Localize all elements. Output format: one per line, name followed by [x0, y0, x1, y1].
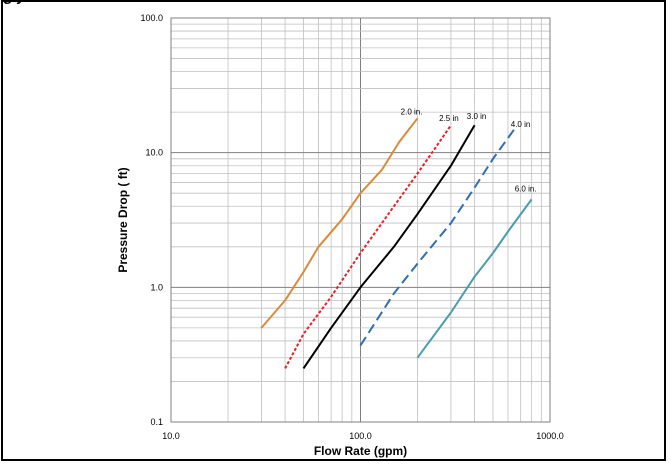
series-labels: 2.0 in. 2.5 in 3.0 in 4.0 in 6.0 in. [401, 107, 537, 193]
series-label: 4.0 in [511, 120, 531, 129]
y-tick-label: 100.0 [140, 13, 163, 23]
series-line [302, 124, 476, 369]
grid [170, 18, 550, 423]
series-label: 6.0 in. [515, 184, 537, 193]
series-label: 2.0 in. [401, 107, 423, 116]
series-line [284, 124, 452, 369]
y-tick-label: 10.0 [145, 148, 163, 158]
series-label: 3.0 in [467, 112, 487, 121]
figure-caption: g y [0, 0, 500, 6]
y-axis-title: Pressure Drop ( ft) [116, 167, 130, 272]
x-tick-label: 10.0 [162, 431, 180, 441]
series-label: 2.5 in [439, 114, 459, 123]
series-line [260, 117, 419, 329]
plot-area [170, 17, 551, 423]
y-tick-label: 0.1 [150, 417, 163, 427]
x-tick-label: 100.0 [349, 431, 372, 441]
series-line [416, 198, 533, 359]
y-tick-label: 1.0 [150, 282, 163, 292]
figure-caption-text: g y [4, 0, 26, 5]
tick-labels: 10.0 100.0 1000.0 0.1 1.0 10.0 100.0 [140, 13, 563, 441]
series-lines [260, 117, 533, 369]
x-tick-label: 1000.0 [536, 431, 564, 441]
series-line [359, 128, 516, 347]
x-axis-title: Flow Rate (gpm) [314, 444, 407, 458]
